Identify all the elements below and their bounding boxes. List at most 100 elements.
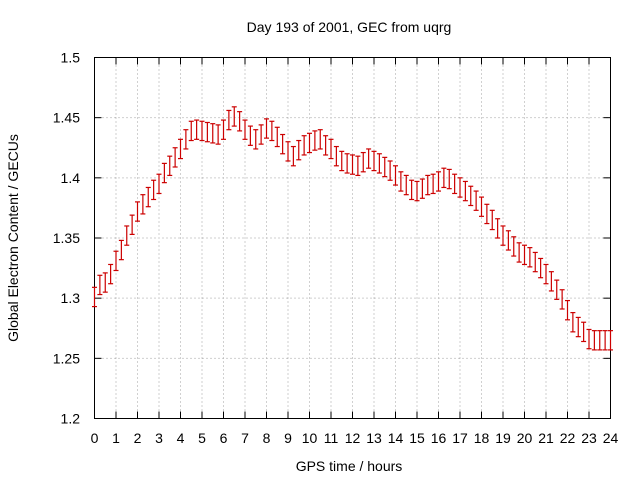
error-bar [457,177,463,198]
error-bar [269,120,275,142]
error-bar [516,242,522,263]
error-bar [296,139,302,161]
error-bar [522,244,527,266]
error-bar [393,165,398,186]
error-bar [135,201,140,222]
error-bar [473,190,479,211]
error-bar [188,120,194,142]
error-bar [333,145,339,167]
x-tick-label: 11 [324,430,339,446]
x-tick-label: 20 [517,430,533,446]
y-tick-label: 1.35 [53,230,80,246]
error-bar [586,328,592,350]
error-bar [258,124,264,145]
error-bar [231,106,237,127]
error-bar [565,299,570,321]
error-bar [156,173,162,195]
error-bar [172,147,178,168]
error-bar [124,225,130,246]
x-tick-label: 5 [198,430,206,446]
chart-title: Day 193 of 2001, GEC from uqrg [247,19,452,35]
x-tick-label: 4 [177,430,185,446]
x-tick-label: 8 [263,430,271,446]
error-bar [382,156,388,178]
x-tick-label: 9 [284,430,292,446]
error-bar [425,174,431,196]
error-bar [199,120,205,142]
error-bar [307,132,312,154]
error-bar [221,119,226,140]
error-bar [355,155,361,177]
error-bar [102,272,108,293]
error-bar [178,138,183,160]
error-bar [253,129,259,150]
error-bar [280,133,286,155]
y-tick-label: 1.2 [61,411,81,427]
error-bar [608,330,613,351]
error-bar [339,150,345,172]
error-bar [505,230,511,251]
error-bar [274,126,280,148]
error-bar [323,135,329,156]
y-tick-label: 1.3 [61,290,81,306]
error-bar [145,186,151,208]
error-bar [118,239,124,261]
x-tick-label: 18 [474,430,490,446]
x-tick-label: 6 [220,430,228,446]
x-tick-label: 2 [134,430,142,446]
error-bar [452,173,458,195]
error-bar [441,167,447,189]
x-tick-label: 7 [241,430,249,446]
x-tick-label: 10 [302,430,318,446]
y-tick-label: 1.5 [61,50,81,66]
error-bar [543,263,549,285]
x-tick-label: 21 [538,430,554,446]
error-bar [419,178,425,199]
y-tick-label: 1.4 [61,170,81,186]
y-ticks: 1.2 1.25 1.3 1.35 1.4 1.45 1.5 [53,50,611,427]
error-bar [575,316,581,338]
x-tick-label: 17 [452,430,468,446]
error-bar [317,129,323,150]
error-bar [548,271,554,292]
error-bar [462,180,468,202]
x-tick-label: 19 [495,430,511,446]
x-tick-label: 0 [91,430,99,446]
error-bar [376,153,382,174]
error-bar [113,250,119,272]
error-bar [167,155,173,177]
x-tick-label: 14 [388,430,404,446]
error-bar [403,174,409,196]
error-bar [500,225,506,246]
error-bar [468,185,474,207]
error-bar [161,162,167,184]
x-tick-label: 12 [345,430,361,446]
error-bar [602,330,608,351]
error-bar [194,119,200,140]
grid [94,57,611,419]
x-tick-label: 1 [112,430,120,446]
x-tick-label: 3 [155,430,163,446]
error-bar [140,194,146,215]
error-bar [242,119,248,140]
error-bar [511,236,517,257]
error-bar [398,171,404,192]
y-tick-label: 1.25 [53,350,80,366]
x-tick-label: 22 [560,430,576,446]
error-bar [290,145,296,167]
error-bar [226,109,232,131]
x-tick-label: 13 [366,430,382,446]
error-bar [92,286,97,308]
error-bar [328,138,334,160]
error-bar [371,150,377,172]
x-tick-label: 16 [431,430,447,446]
x-axis-label: GPS time / hours [296,458,403,474]
y-axis-label: Global Electron Content / GECUs [5,134,21,342]
error-bar [247,125,253,146]
error-bar [360,151,366,173]
error-bar [436,171,441,192]
y-tick-label: 1.45 [53,110,80,126]
error-bar [366,148,372,169]
error-bar [495,218,501,239]
error-bar [204,121,210,143]
